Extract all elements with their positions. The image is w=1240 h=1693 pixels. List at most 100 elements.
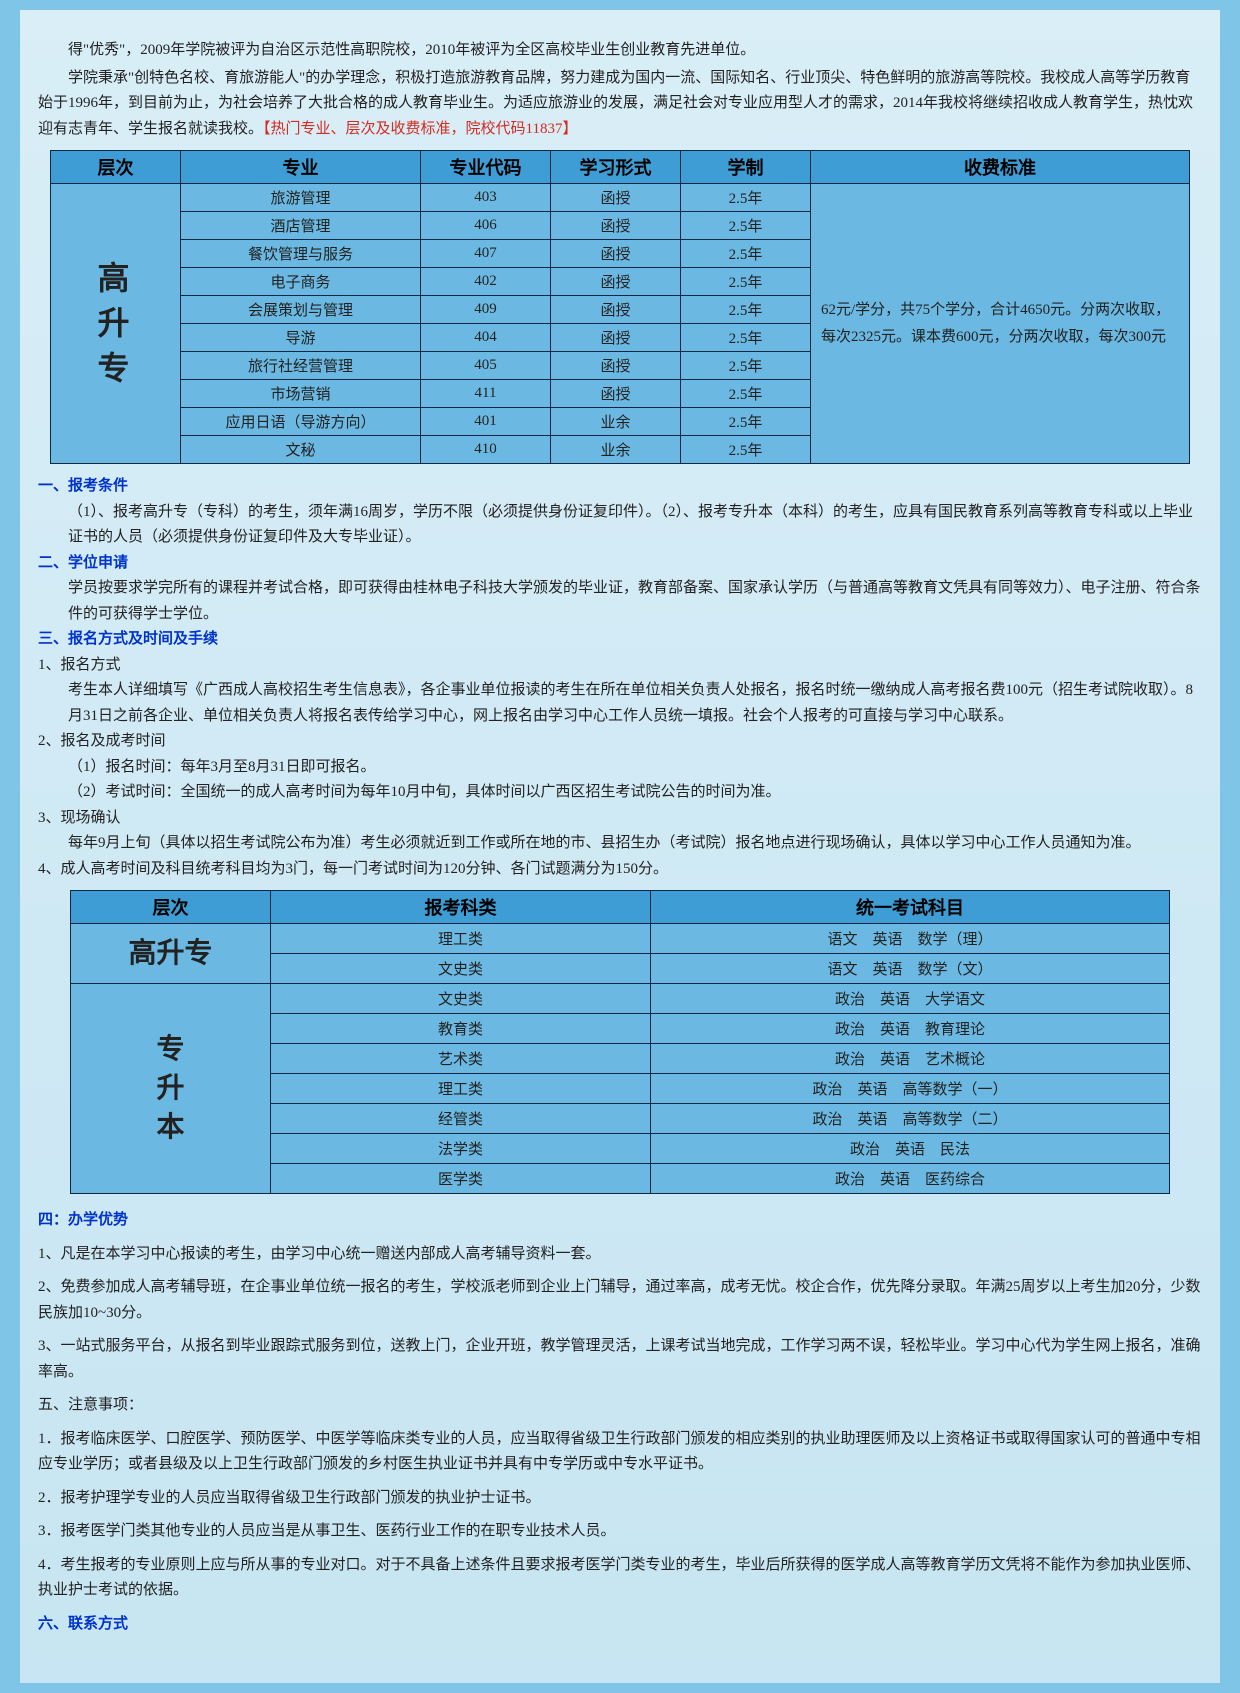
table-cell: 业余 [551, 408, 681, 436]
table-cell: 政治 英语 医药综合 [651, 1164, 1170, 1194]
table-cell: 市场营销 [181, 380, 421, 408]
t2-h-category: 报考科类 [271, 891, 651, 924]
notes-block: 五、注意事项： 1．报考临床医学、口腔医学、预防医学、中医学等临床类专业的人员，… [38, 1393, 1202, 1604]
table-cell: 法学类 [271, 1134, 651, 1164]
cond-t1: （1）、报考高升专（专科）的考生，须年满16周岁，学历不限（必须提供身份证复印件… [38, 500, 1202, 551]
table-cell: 2.5年 [681, 296, 811, 324]
table-cell: 401 [421, 408, 551, 436]
list-item: 4．考生报考的专业原则上应与所从事的专业对口。对于不具备上述条件且要求报考医学门… [38, 1553, 1202, 1604]
page-content: 得"优秀"，2009年学院被评为自治区示范性高职院校，2010年被评为全区高校毕… [20, 10, 1220, 1683]
table-cell: 2.5年 [681, 324, 811, 352]
table-row: 高升专旅游管理403函授2.5年62元/学分，共75个学分，合计4650元。分两… [51, 184, 1190, 212]
t1-fee-cell: 62元/学分，共75个学分，合计4650元。分两次收取，每次2325元。课本费6… [811, 184, 1190, 464]
table-cell: 政治 英语 教育理论 [651, 1014, 1170, 1044]
t1-h-duration: 学制 [681, 151, 811, 184]
cond-h2: 二、学位申请 [38, 555, 128, 571]
table-cell: 2.5年 [681, 184, 811, 212]
table-row: 专升本文史类政治 英语 大学语文 [71, 984, 1170, 1014]
cond-m2a: （1）报名时间：每年3月至8月31日即可报名。 [38, 755, 1202, 781]
conditions-block: 一、报考条件 （1）、报考高升专（专科）的考生，须年满16周岁，学历不限（必须提… [38, 474, 1202, 882]
table-cell: 409 [421, 296, 551, 324]
exam-subjects-table: 层次 报考科类 统一考试科目 高升专理工类语文 英语 数学（理）文史类语文 英语… [70, 890, 1170, 1194]
table-cell: 411 [421, 380, 551, 408]
table-cell: 酒店管理 [181, 212, 421, 240]
cond-h3: 三、报名方式及时间及手续 [38, 631, 218, 647]
list-item: 3、一站式服务平台，从报名到毕业跟踪式服务到位，送教上门，企业开班，教学管理灵活… [38, 1334, 1202, 1385]
table-cell: 业余 [551, 436, 681, 464]
t1-h-major: 专业 [181, 151, 421, 184]
table-cell: 理工类 [271, 1074, 651, 1104]
contact-h: 六、联系方式 [38, 1612, 1202, 1638]
table-cell: 教育类 [271, 1014, 651, 1044]
table-cell: 政治 英语 大学语文 [651, 984, 1170, 1014]
table-cell: 410 [421, 436, 551, 464]
table-cell: 函授 [551, 268, 681, 296]
cond-m3: 每年9月上旬（具体以招生考试院公布为准）考生必须就近到工作或所在地的市、县招生办… [38, 831, 1202, 857]
table-cell: 406 [421, 212, 551, 240]
table-cell: 函授 [551, 240, 681, 268]
table-cell: 会展策划与管理 [181, 296, 421, 324]
t1-level-cell: 高升专 [51, 184, 181, 464]
table-cell: 函授 [551, 184, 681, 212]
table-cell: 403 [421, 184, 551, 212]
table-cell: 旅游管理 [181, 184, 421, 212]
adv-h: 四：办学优势 [38, 1208, 1202, 1234]
table-cell: 函授 [551, 380, 681, 408]
table-cell: 语文 英语 数学（理） [651, 924, 1170, 954]
table-cell: 407 [421, 240, 551, 268]
t1-h-form: 学习形式 [551, 151, 681, 184]
list-item: 1．报考临床医学、口腔医学、预防医学、中医学等临床类专业的人员，应当取得省级卫生… [38, 1427, 1202, 1478]
intro-p1: 得"优秀"，2009年学院被评为自治区示范性高职院校，2010年被评为全区高校毕… [38, 38, 1202, 64]
table-cell: 函授 [551, 296, 681, 324]
table-cell: 2.5年 [681, 352, 811, 380]
list-item: 2．报考护理学专业的人员应当取得省级卫生行政部门颁发的执业护士证书。 [38, 1486, 1202, 1512]
list-item: 1、凡是在本学习中心报读的考生，由学习中心统一赠送内部成人高考辅导资料一套。 [38, 1242, 1202, 1268]
table-cell: 函授 [551, 324, 681, 352]
table-cell: 医学类 [271, 1164, 651, 1194]
majors-table: 层次 专业 专业代码 学习形式 学制 收费标准 高升专旅游管理403函授2.5年… [50, 150, 1190, 464]
table-cell: 导游 [181, 324, 421, 352]
cond-m2b: （2）考试时间：全国统一的成人高考时间为每年10月中旬，具体时间以广西区招生考试… [38, 780, 1202, 806]
table-cell: 2.5年 [681, 212, 811, 240]
table-cell: 文史类 [271, 954, 651, 984]
table-row: 高升专理工类语文 英语 数学（理） [71, 924, 1170, 954]
table-cell: 电子商务 [181, 268, 421, 296]
table-cell: 政治 英语 高等数学（二） [651, 1104, 1170, 1134]
table-cell: 函授 [551, 352, 681, 380]
table-cell: 405 [421, 352, 551, 380]
table-cell: 政治 英语 高等数学（一） [651, 1074, 1170, 1104]
t1-h-level: 层次 [51, 151, 181, 184]
cond-m1: 考生本人详细填写《广西成人高校招生考生信息表》，各企事业单位报读的考生在所在单位… [38, 678, 1202, 729]
t2-level-cell: 高升专 [71, 924, 271, 984]
table-cell: 404 [421, 324, 551, 352]
table-cell: 文秘 [181, 436, 421, 464]
table-cell: 应用日语（导游方向） [181, 408, 421, 436]
advantages-block: 四：办学优势 1、凡是在本学习中心报读的考生，由学习中心统一赠送内部成人高考辅导… [38, 1208, 1202, 1385]
table-cell: 2.5年 [681, 268, 811, 296]
table-cell: 政治 英语 民法 [651, 1134, 1170, 1164]
table-cell: 艺术类 [271, 1044, 651, 1074]
cond-h1: 一、报考条件 [38, 478, 128, 494]
table-cell: 理工类 [271, 924, 651, 954]
table-cell: 经管类 [271, 1104, 651, 1134]
t2-h-level: 层次 [71, 891, 271, 924]
cond-t2: 学员按要求学完所有的课程并考试合格，即可获得由桂林电子科技大学颁发的毕业证，教育… [38, 576, 1202, 627]
t1-h-code: 专业代码 [421, 151, 551, 184]
list-item: 3．报考医学门类其他专业的人员应当是从事卫生、医药行业工作的在职专业技术人员。 [38, 1519, 1202, 1545]
intro-p2-text: 学院秉承"创特色名校、育旅游能人"的办学理念，积极打造旅游教育品牌，努力建成为国… [38, 70, 1193, 137]
t1-h-fee: 收费标准 [811, 151, 1190, 184]
table-cell: 文史类 [271, 984, 651, 1014]
note-h: 五、注意事项： [38, 1393, 1202, 1419]
table-cell: 餐饮管理与服务 [181, 240, 421, 268]
t2-h-subjects: 统一考试科目 [651, 891, 1170, 924]
t2-level-cell: 专升本 [71, 984, 271, 1194]
table-cell: 语文 英语 数学（文） [651, 954, 1170, 984]
intro-p2: 学院秉承"创特色名校、育旅游能人"的办学理念，积极打造旅游教育品牌，努力建成为国… [38, 66, 1202, 143]
table-cell: 函授 [551, 212, 681, 240]
cond-m3-label: 3、现场确认 [38, 806, 1202, 832]
cond-m4: 4、成人高考时间及科目统考科目均为3门，每一门考试时间为120分钟、各门试题满分… [38, 857, 1202, 883]
table-cell: 402 [421, 268, 551, 296]
table-cell: 2.5年 [681, 436, 811, 464]
intro-p2-red: 【热门专业、层次及收费标准，院校代码11837】 [263, 121, 577, 137]
table-cell: 2.5年 [681, 408, 811, 436]
